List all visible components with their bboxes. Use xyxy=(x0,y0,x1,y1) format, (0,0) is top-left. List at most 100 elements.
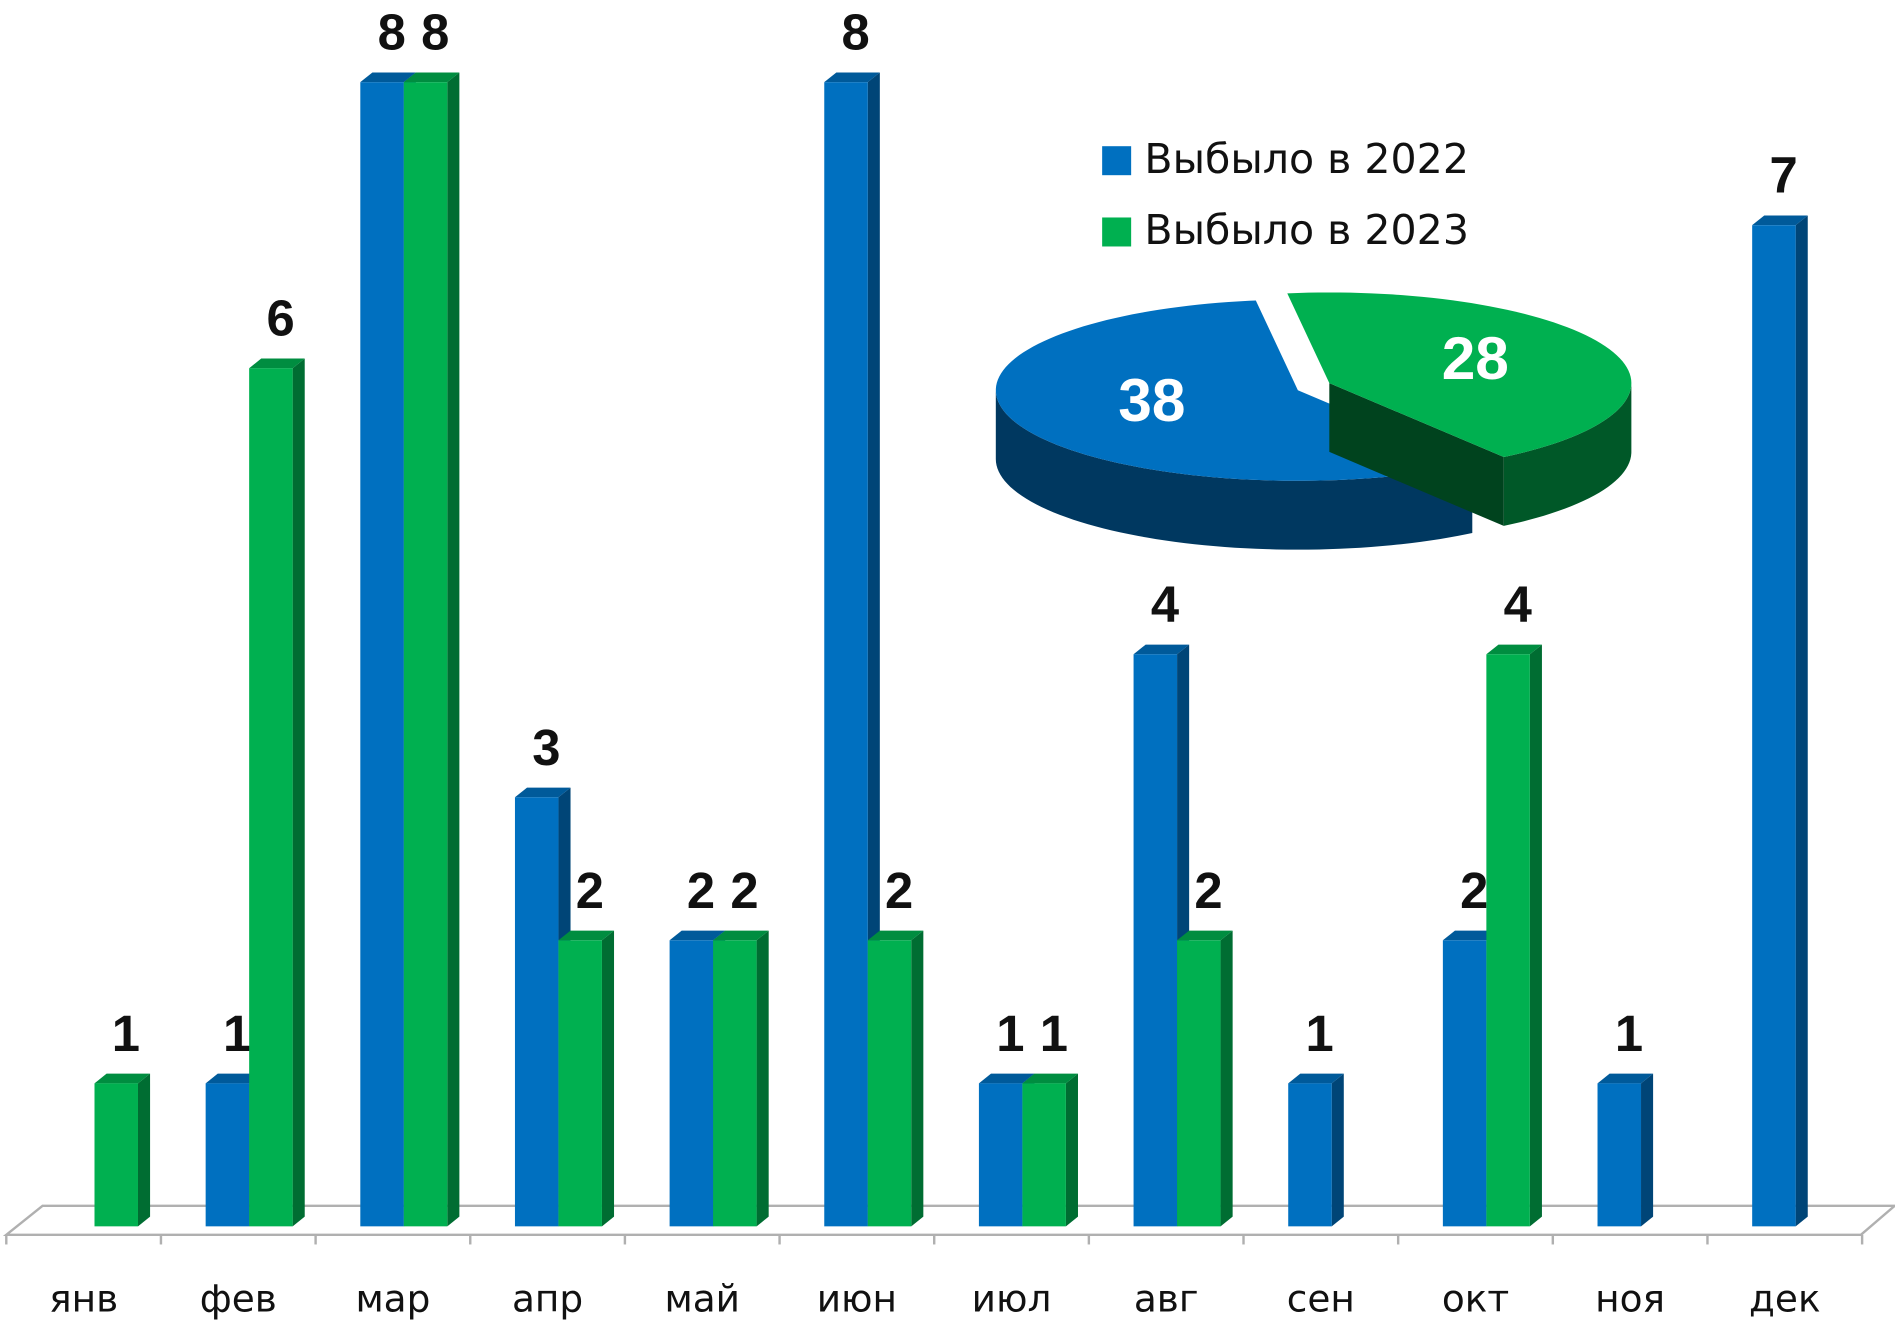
x-tick-label: май xyxy=(664,1277,740,1321)
bar-side xyxy=(1220,930,1233,1227)
x-tick-label: апр xyxy=(512,1277,583,1321)
bar-top xyxy=(558,930,615,941)
bar-side xyxy=(911,930,924,1227)
bar xyxy=(867,930,924,1227)
bar-side xyxy=(1065,1073,1078,1227)
x-tick-label: янв xyxy=(49,1277,118,1321)
bar xyxy=(94,1073,151,1227)
pie-label: 28 xyxy=(1442,324,1509,392)
bar-front xyxy=(1022,1083,1066,1227)
value-label: 1 xyxy=(223,1005,251,1062)
value-label: 1 xyxy=(1040,1005,1068,1062)
pie-side xyxy=(995,390,1473,550)
legend-swatch xyxy=(1102,146,1132,176)
bar-top xyxy=(205,1073,262,1084)
x-tick-label: июн xyxy=(817,1277,897,1321)
bar xyxy=(249,358,305,1227)
value-label: 1 xyxy=(1306,1005,1334,1062)
bar-front xyxy=(1133,654,1178,1227)
bar-front xyxy=(713,940,757,1227)
value-label: 8 xyxy=(421,4,449,61)
bar-side xyxy=(292,358,305,1227)
x-tick-label: ноя xyxy=(1595,1277,1665,1321)
bar-front xyxy=(824,82,868,1227)
bar xyxy=(1177,930,1233,1227)
bar-front xyxy=(94,1083,138,1227)
bar-side xyxy=(137,1073,151,1227)
value-label: 2 xyxy=(576,862,604,919)
value-label: 7 xyxy=(1769,147,1797,204)
bar-front xyxy=(1177,940,1221,1227)
bar-front xyxy=(403,82,448,1227)
bar xyxy=(558,930,615,1227)
bar-side xyxy=(447,72,460,1227)
bar-side xyxy=(1331,1073,1344,1227)
x-tick-label: окт xyxy=(1442,1277,1509,1321)
x-tick-label: авг xyxy=(1134,1277,1199,1321)
x-tick-label: фев xyxy=(200,1277,277,1321)
value-label: 4 xyxy=(1151,576,1179,633)
bar-top xyxy=(249,358,305,369)
value-label: 1 xyxy=(112,1005,140,1062)
value-label: 6 xyxy=(266,290,294,347)
bar-front xyxy=(1288,1083,1332,1227)
bar-top xyxy=(94,1073,151,1084)
pie-label: 38 xyxy=(1118,366,1185,434)
bar-side xyxy=(756,930,769,1227)
bar-front xyxy=(249,368,293,1227)
x-tick-label: дек xyxy=(1749,1277,1821,1321)
bar xyxy=(1597,1073,1654,1227)
bar xyxy=(824,72,880,1227)
value-label: 4 xyxy=(1504,576,1532,633)
value-label: 3 xyxy=(532,719,560,776)
bar-top xyxy=(1752,215,1808,226)
bar-top xyxy=(1288,1073,1344,1084)
bar xyxy=(1288,1073,1344,1227)
pie-side xyxy=(1503,383,1632,526)
bar xyxy=(1752,215,1808,1227)
legend-label: Выбыло в 2022 xyxy=(1144,135,1469,183)
bar xyxy=(713,930,769,1227)
bar-front xyxy=(1442,940,1487,1227)
value-label: 8 xyxy=(842,4,870,61)
legend-label: Выбыло в 2023 xyxy=(1144,206,1469,254)
bar-side xyxy=(601,930,615,1227)
value-label: 1 xyxy=(1615,1005,1643,1062)
bar-front xyxy=(360,82,404,1227)
value-label: 1 xyxy=(996,1005,1024,1062)
pie-cut xyxy=(1329,383,1504,526)
value-label: 2 xyxy=(687,862,715,919)
bar-front xyxy=(669,940,714,1227)
bar-front xyxy=(867,940,912,1227)
value-label: 2 xyxy=(885,862,913,919)
legend-swatch xyxy=(1102,217,1132,247)
bar-side xyxy=(1641,1073,1654,1227)
bar xyxy=(1022,1073,1078,1227)
bar-top xyxy=(978,1073,1035,1084)
value-label: 8 xyxy=(378,4,406,61)
bar xyxy=(1486,644,1542,1227)
value-label: 2 xyxy=(1194,862,1222,919)
bar-front xyxy=(558,940,602,1227)
bar-top xyxy=(669,930,726,941)
x-tick-label: июл xyxy=(972,1277,1052,1321)
bar-top xyxy=(514,787,571,798)
bar-top xyxy=(1486,644,1542,655)
bar-top xyxy=(867,930,924,941)
bar-front xyxy=(1597,1083,1642,1227)
bar-top xyxy=(1177,930,1233,941)
bar-top xyxy=(1022,1073,1078,1084)
bar-front xyxy=(978,1083,1023,1227)
bar-top xyxy=(1597,1073,1654,1084)
value-label: 2 xyxy=(730,862,758,919)
x-tick-label: мар xyxy=(355,1277,430,1321)
bar-top xyxy=(360,72,416,83)
bar-front xyxy=(514,797,559,1227)
pie-top xyxy=(1287,292,1632,458)
bar xyxy=(403,72,460,1227)
value-label: 2 xyxy=(1460,862,1488,919)
bar-top xyxy=(713,930,769,941)
x-tick-label: сен xyxy=(1287,1277,1355,1321)
bar-front xyxy=(1486,654,1530,1227)
